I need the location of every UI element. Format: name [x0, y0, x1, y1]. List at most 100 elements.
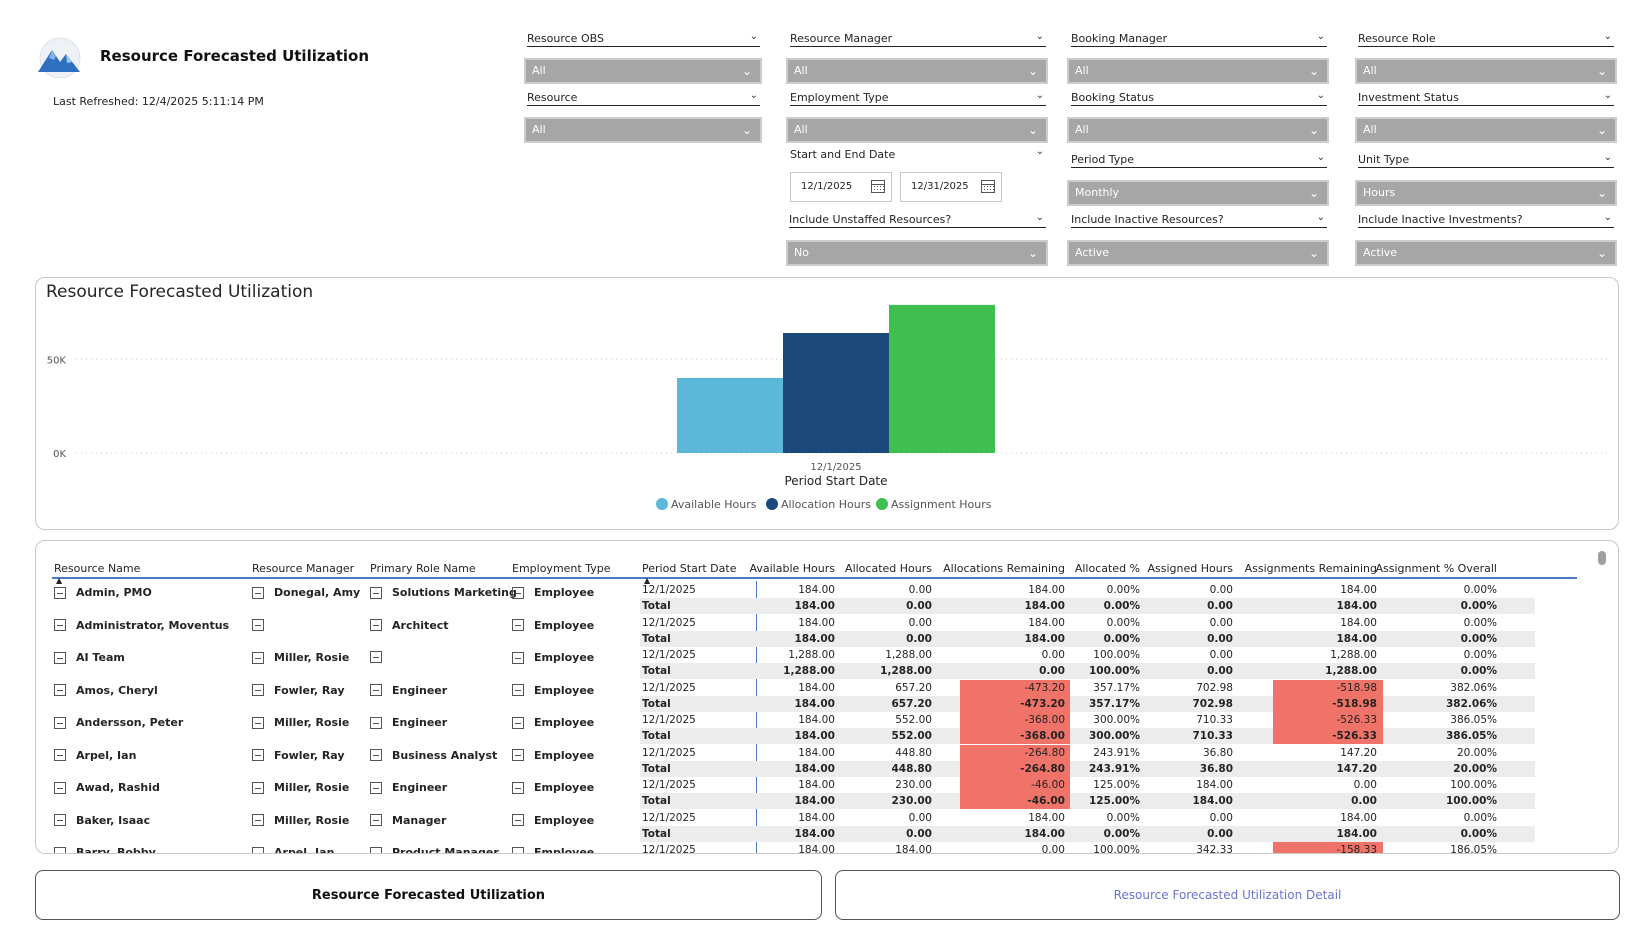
include-unstaffed-dropdown[interactable]: No ⌄ — [786, 240, 1048, 266]
collapse-icon[interactable] — [370, 651, 382, 663]
column-header[interactable]: Period Start Date — [642, 562, 737, 575]
slicer-header-unit-type[interactable]: Unit Type ⌄ — [1358, 152, 1614, 168]
collapse-icon[interactable] — [252, 814, 264, 826]
column-header[interactable]: Allocated Hours — [845, 562, 932, 575]
column-header[interactable]: Employment Type — [512, 562, 611, 575]
collapse-icon[interactable] — [370, 586, 382, 599]
chevron-down-icon[interactable]: ⌄ — [1603, 212, 1612, 223]
column-header[interactable]: Resource Manager — [252, 562, 355, 575]
employment-type-dropdown[interactable]: All ⌄ — [786, 117, 1048, 143]
collapse-icon[interactable] — [370, 814, 382, 826]
collapse-icon[interactable] — [512, 619, 524, 631]
column-header[interactable]: Available Hours — [749, 562, 835, 575]
chevron-down-icon[interactable]: ⌄ — [1316, 152, 1325, 163]
collapse-icon[interactable] — [54, 781, 66, 794]
collapse-icon[interactable] — [54, 716, 66, 729]
collapse-icon[interactable] — [252, 684, 264, 696]
slicer-header-employment-type[interactable]: Employment Type ⌄ — [790, 90, 1046, 106]
end-date-input[interactable]: 12/31/2025 — [900, 172, 1002, 202]
start-date-input[interactable]: 12/1/2025 — [790, 172, 892, 202]
collapse-icon[interactable] — [512, 586, 524, 599]
collapse-icon[interactable] — [512, 749, 524, 761]
collapse-icon[interactable] — [252, 781, 264, 794]
table-row[interactable]: Admin, PMO Donegal, Amy Solutions Marketin… — [52, 582, 1577, 615]
vertical-scrollbar[interactable] — [1598, 551, 1606, 565]
chevron-down-icon[interactable]: ⌄ — [1316, 90, 1325, 101]
collapse-icon[interactable] — [54, 814, 66, 826]
calendar-icon[interactable] — [871, 180, 885, 193]
resource-obs-dropdown[interactable]: All ⌄ — [524, 58, 762, 84]
table-row[interactable]: Arpel, Ian Fowler, Ray Business Analyst Emp… — [52, 744, 1577, 778]
collapse-icon[interactable] — [54, 586, 66, 599]
collapse-icon[interactable] — [252, 651, 264, 664]
slicer-header-include-inactive-resources[interactable]: Include Inactive Resources? ⌄ — [1071, 212, 1327, 228]
collapse-icon[interactable] — [512, 651, 524, 664]
column-header[interactable]: Resource Name — [54, 562, 141, 575]
booking-manager-dropdown[interactable]: All ⌄ — [1067, 58, 1329, 84]
slicer-header-start-end-date[interactable]: Start and End Date ⌄ — [790, 146, 1046, 162]
collapse-icon[interactable] — [252, 846, 264, 853]
collapse-icon[interactable] — [370, 716, 382, 729]
column-header[interactable]: Allocated % — [1074, 562, 1140, 575]
slicer-header-booking-status[interactable]: Booking Status ⌄ — [1071, 90, 1327, 106]
investment-status-dropdown[interactable]: All ⌄ — [1355, 117, 1617, 143]
slicer-header-resource-obs[interactable]: Resource OBS ⌄ — [527, 31, 760, 47]
chevron-down-icon[interactable]: ⌄ — [1035, 146, 1044, 157]
collapse-icon[interactable] — [370, 749, 382, 761]
chevron-down-icon[interactable]: ⌄ — [1603, 90, 1612, 101]
unit-type-dropdown[interactable]: Hours ⌄ — [1355, 180, 1617, 206]
table-row[interactable]: Amos, Cheryl Fowler, Ray Engineer Employee 1… — [52, 679, 1577, 713]
collapse-icon[interactable] — [252, 618, 264, 631]
slicer-header-include-unstaffed[interactable]: Include Unstaffed Resources? ⌄ — [789, 212, 1046, 228]
chevron-down-icon[interactable]: ⌄ — [749, 90, 758, 101]
include-inactive-resources-dropdown[interactable]: Active ⌄ — [1067, 240, 1329, 266]
slicer-header-resource[interactable]: Resource ⌄ — [527, 90, 760, 106]
collapse-icon[interactable] — [512, 781, 524, 794]
chevron-down-icon[interactable]: ⌄ — [1316, 31, 1325, 42]
chevron-down-icon[interactable]: ⌄ — [1316, 212, 1325, 223]
table-row[interactable]: Baker, Isaac Miller, Rosie Manager Employee… — [52, 810, 1577, 843]
column-header[interactable]: Allocations Remaining — [943, 562, 1065, 575]
resource-manager-dropdown[interactable]: All ⌄ — [786, 58, 1048, 84]
slicer-header-resource-role[interactable]: Resource Role ⌄ — [1358, 31, 1614, 47]
slicer-header-investment-status[interactable]: Investment Status ⌄ — [1358, 90, 1614, 106]
column-header[interactable]: Assignments Remaining — [1244, 562, 1377, 575]
collapse-icon[interactable] — [512, 716, 524, 729]
collapse-icon[interactable] — [54, 749, 66, 761]
chevron-down-icon[interactable]: ⌄ — [1603, 152, 1612, 163]
period-type-dropdown[interactable]: Monthly ⌄ — [1067, 180, 1329, 206]
collapse-icon[interactable] — [54, 846, 66, 853]
table-row[interactable]: AI Team Miller, Rosie Employee 12/1/2025 1,2… — [52, 647, 1577, 680]
sort-ascending-icon[interactable]: ▲ — [644, 576, 651, 585]
calendar-icon[interactable] — [981, 180, 995, 193]
collapse-icon[interactable] — [54, 684, 66, 696]
table-row[interactable]: Administrator, Moventus Architect Employee… — [52, 615, 1577, 648]
collapse-icon[interactable] — [370, 684, 382, 696]
column-header[interactable]: Primary Role Name — [370, 562, 476, 575]
collapse-icon[interactable] — [370, 846, 382, 853]
slicer-header-resource-manager[interactable]: Resource Manager ⌄ — [790, 31, 1046, 47]
slicer-header-period-type[interactable]: Period Type ⌄ — [1071, 152, 1327, 168]
table-row[interactable]: Andersson, Peter Miller, Rosie Engineer Emp… — [52, 712, 1577, 745]
collapse-icon[interactable] — [54, 619, 66, 631]
chevron-down-icon[interactable]: ⌄ — [1035, 90, 1044, 101]
collapse-icon[interactable] — [252, 586, 264, 599]
resource-role-dropdown[interactable]: All ⌄ — [1355, 58, 1617, 84]
slicer-header-booking-manager[interactable]: Booking Manager ⌄ — [1071, 31, 1327, 47]
collapse-icon[interactable] — [512, 846, 524, 853]
collapse-icon[interactable] — [252, 716, 264, 729]
chevron-down-icon[interactable]: ⌄ — [1035, 31, 1044, 42]
nav-button-utilization[interactable]: Resource Forecasted Utilization — [35, 870, 822, 920]
collapse-icon[interactable] — [512, 684, 524, 696]
column-header[interactable]: Assigned Hours — [1147, 562, 1233, 575]
table-row[interactable]: Awad, Rashid Miller, Rosie Engineer Employe… — [52, 777, 1577, 810]
include-inactive-investments-dropdown[interactable]: Active ⌄ — [1355, 240, 1617, 266]
collapse-icon[interactable] — [512, 814, 524, 826]
sort-ascending-icon[interactable]: ▲ — [56, 576, 63, 585]
column-header[interactable]: Assignment % Overall — [1375, 562, 1497, 575]
slicer-header-include-inactive-investments[interactable]: Include Inactive Investments? ⌄ — [1358, 212, 1614, 228]
chevron-down-icon[interactable]: ⌄ — [749, 31, 758, 42]
collapse-icon[interactable] — [252, 749, 264, 761]
collapse-icon[interactable] — [370, 781, 382, 794]
chevron-down-icon[interactable]: ⌄ — [1603, 31, 1612, 42]
